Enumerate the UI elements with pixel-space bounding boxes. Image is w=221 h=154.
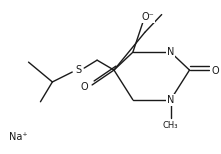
Text: N: N bbox=[167, 47, 174, 57]
Text: O: O bbox=[80, 82, 88, 92]
Text: Na⁺: Na⁺ bbox=[9, 132, 28, 142]
Text: N: N bbox=[167, 95, 174, 105]
Text: O⁻: O⁻ bbox=[141, 12, 154, 22]
Text: S: S bbox=[75, 65, 81, 75]
Text: CH₃: CH₃ bbox=[163, 121, 178, 130]
Text: O: O bbox=[211, 66, 219, 76]
